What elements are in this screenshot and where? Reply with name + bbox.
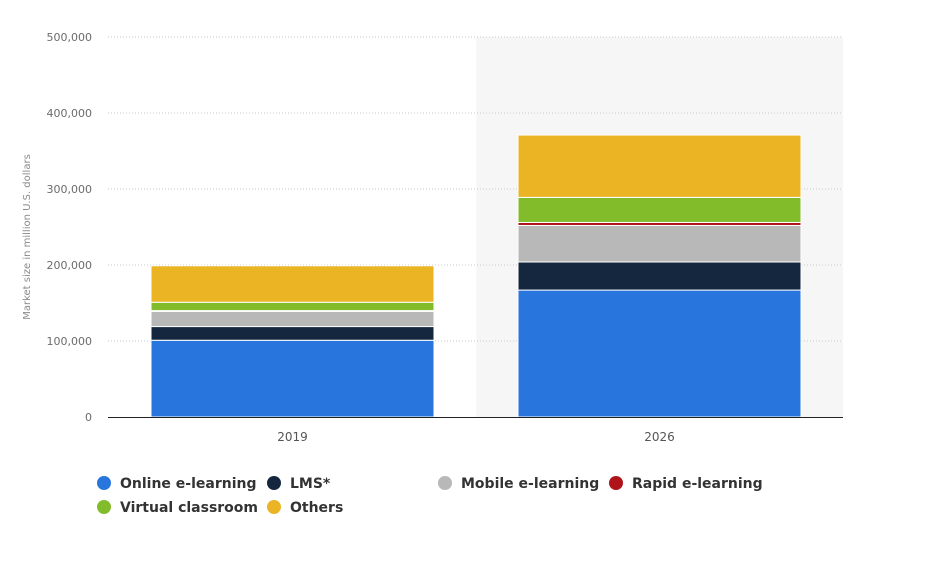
bar-segment-virtual-classroom-2019[interactable] — [150, 301, 435, 312]
legend-label: Rapid e-learning — [632, 476, 763, 492]
y-axis-ticks: 0 100,000 200,000 300,000 400,000 500,000 — [47, 31, 93, 424]
legend-marker — [438, 476, 452, 490]
y-tick-label: 500,000 — [47, 31, 93, 44]
bars — [150, 134, 802, 418]
x-axis-ticks: 2019 2026 — [277, 430, 675, 444]
y-tick-label: 400,000 — [47, 107, 93, 120]
y-tick-label: 300,000 — [47, 183, 93, 196]
bar-segment-online-e-learning-2026[interactable] — [517, 289, 802, 418]
legend-marker — [267, 476, 281, 490]
legend-item-virtual-classroom[interactable]: Virtual classroom — [97, 500, 258, 516]
bar-segment-mobile-e-learning-2026[interactable] — [517, 224, 802, 263]
bar-segment-online-e-learning-2019[interactable] — [150, 339, 435, 418]
legend-item-others[interactable]: Others — [267, 500, 343, 516]
legend-marker — [609, 476, 623, 490]
legend-label: Mobile e-learning — [461, 476, 599, 492]
legend-label: Others — [290, 500, 343, 516]
legend-label: LMS* — [290, 476, 331, 492]
bar-segment-virtual-classroom-2026[interactable] — [517, 196, 802, 223]
legend-marker — [97, 476, 111, 490]
legend-label: Virtual classroom — [120, 500, 258, 516]
y-tick-label: 0 — [85, 411, 92, 424]
legend-item-rapid-e-learning[interactable]: Rapid e-learning — [609, 476, 763, 492]
bar-segment-others-2019[interactable] — [150, 265, 435, 303]
legend-marker — [267, 500, 281, 514]
legend-marker — [97, 500, 111, 514]
y-axis-title: Market size in million U.S. dollars — [22, 154, 33, 320]
legend-item-online-e-learning[interactable]: Online e-learning — [97, 476, 257, 492]
legend-item-mobile-e-learning[interactable]: Mobile e-learning — [438, 476, 599, 492]
bar-segment-lms-2026[interactable] — [517, 261, 802, 291]
bar-segment-others-2026[interactable] — [517, 134, 802, 198]
legend: Online e-learning LMS* Mobile e-learning Ra… — [97, 476, 763, 516]
y-tick-label: 200,000 — [47, 259, 93, 272]
x-tick-label: 2019 — [277, 430, 308, 444]
legend-label: Online e-learning — [120, 476, 257, 492]
y-tick-label: 100,000 — [47, 335, 93, 348]
bar-segment-lms-2019[interactable] — [150, 326, 435, 341]
legend-item-lms[interactable]: LMS* — [267, 476, 331, 492]
bar-segment-mobile-e-learning-2019[interactable] — [150, 310, 435, 328]
x-tick-label: 2026 — [644, 430, 675, 444]
